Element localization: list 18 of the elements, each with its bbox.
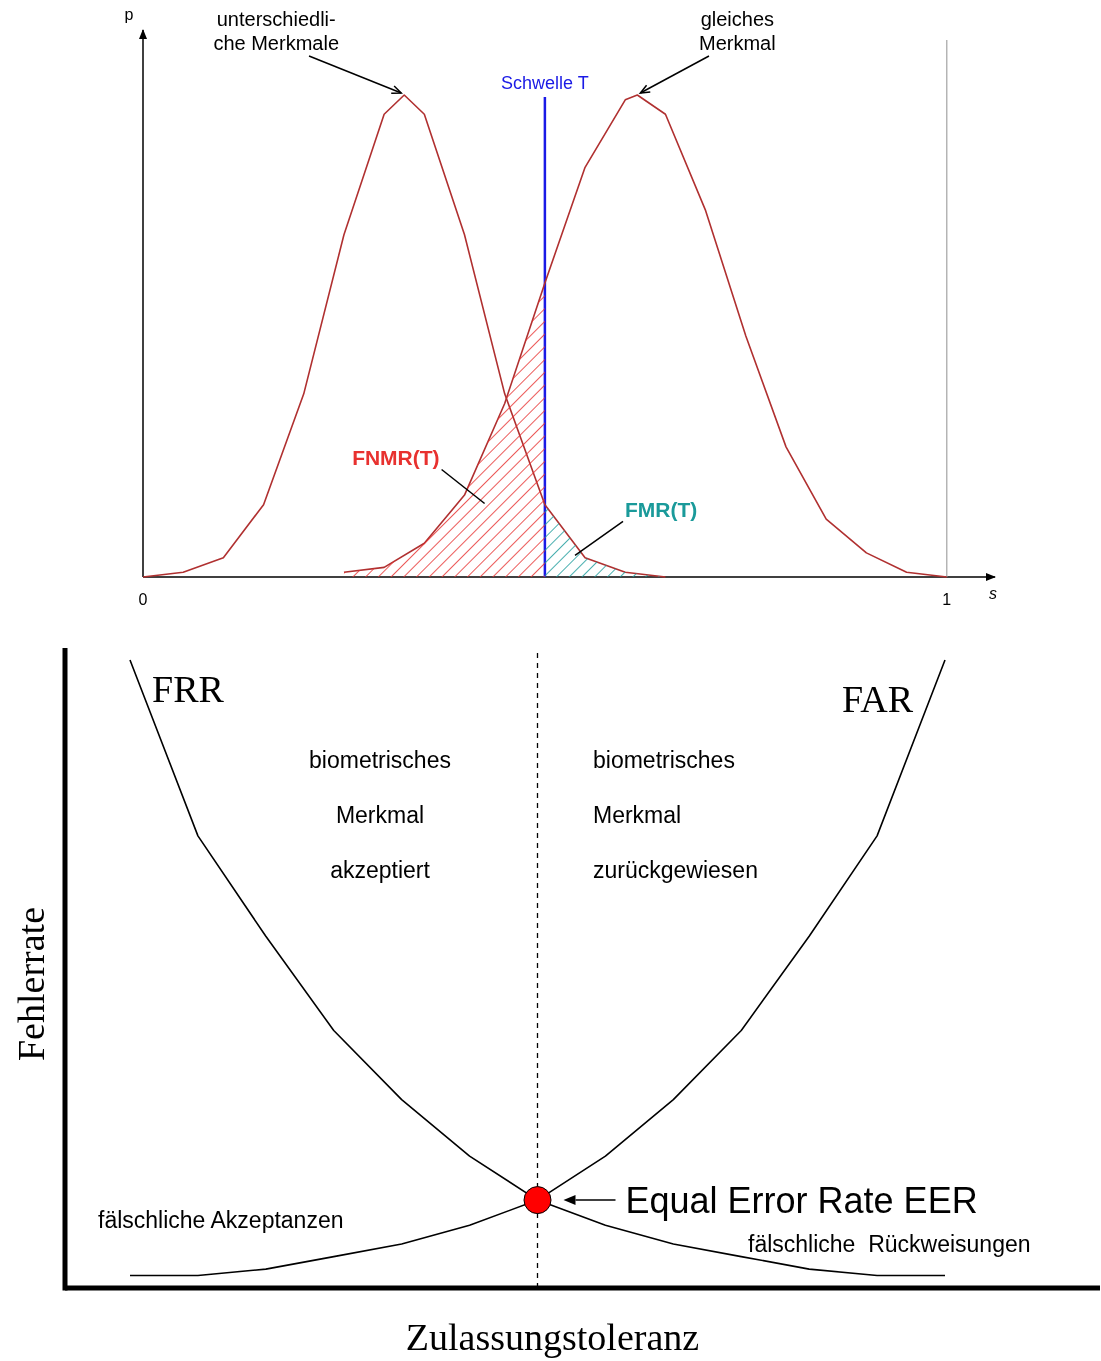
series-label: FAR bbox=[841, 678, 914, 720]
x-tick-label: 0 bbox=[138, 591, 148, 608]
text: FMR(T) bbox=[625, 498, 698, 522]
annotation: fälschliche Rückweisungen bbox=[748, 1231, 1031, 1257]
annotation: Equal Error Rate EER bbox=[625, 1180, 978, 1222]
text: biometrisches Merkmal akzeptiert bbox=[309, 747, 451, 883]
x-axis-title: Zulassungstoleranz bbox=[405, 1316, 700, 1358]
series-label: FRR bbox=[152, 668, 225, 710]
text: biometrisches Merkmal zurückgewiesen bbox=[593, 747, 758, 883]
series-label: FNMR(T) bbox=[352, 446, 440, 470]
annotation: gleiches Merkmal bbox=[698, 8, 776, 54]
y-axis-title: Fehlerrate bbox=[10, 906, 52, 1062]
x-tick-label: 1 bbox=[942, 591, 952, 608]
annotation: unterschiedli- che Merkmale bbox=[213, 8, 340, 54]
x-axis-title: s bbox=[989, 585, 997, 602]
annotation: fälschliche Akzeptanzen bbox=[98, 1207, 344, 1233]
ref-line-label: Schwelle T bbox=[501, 73, 589, 93]
y-axis-title: p bbox=[124, 6, 134, 23]
